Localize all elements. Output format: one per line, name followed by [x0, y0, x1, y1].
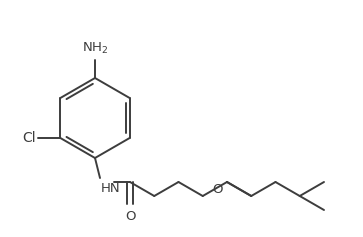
Text: O: O	[125, 210, 135, 223]
Text: O: O	[212, 183, 223, 196]
Text: Cl: Cl	[23, 131, 36, 145]
Text: NH$_2$: NH$_2$	[82, 41, 108, 56]
Text: HN: HN	[101, 182, 121, 195]
